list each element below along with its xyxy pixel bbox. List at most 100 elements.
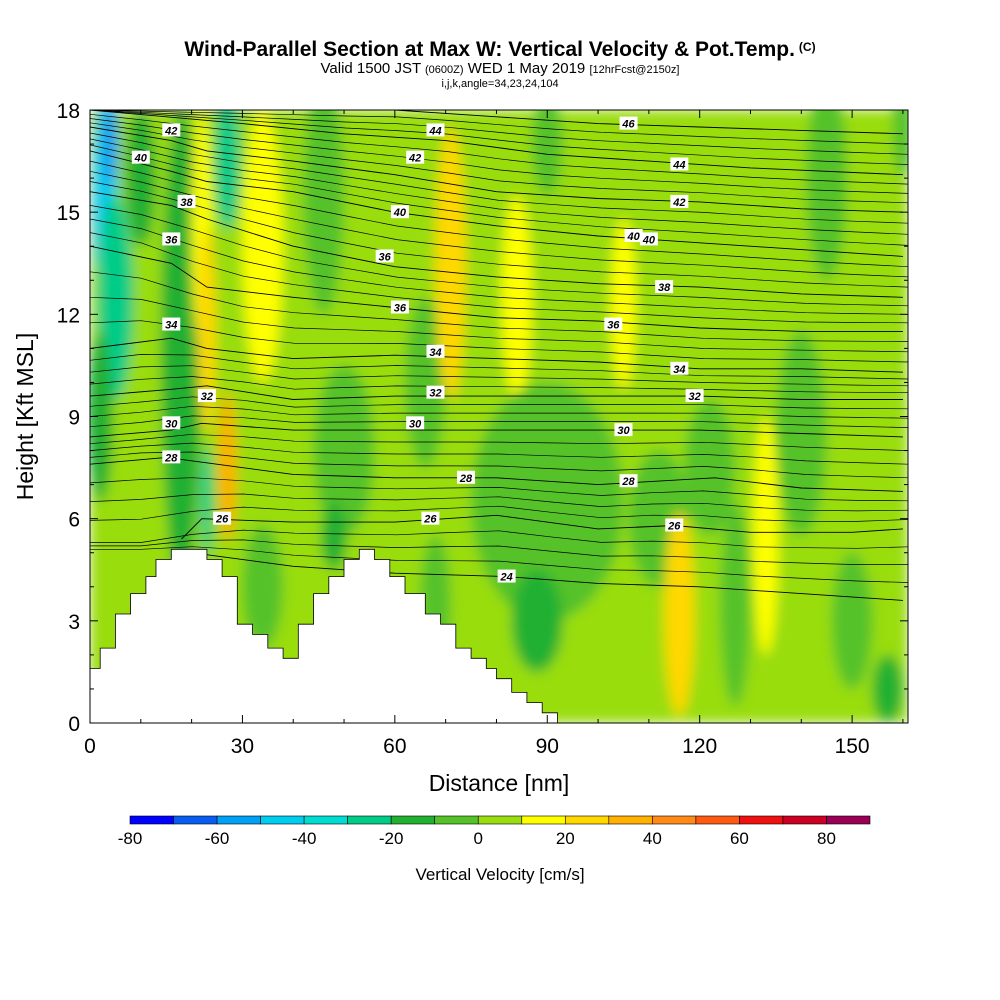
colorbar-swatch xyxy=(652,815,697,825)
velocity-cell xyxy=(197,229,217,434)
theta-isoline xyxy=(90,110,908,155)
contour-label-34: 34 xyxy=(670,361,689,376)
contour-label-32: 32 xyxy=(426,385,445,400)
contour-label-44-text: 44 xyxy=(672,159,685,171)
contour-label-26-text: 26 xyxy=(215,514,229,526)
y-axis-label: Height [Kft MSL] xyxy=(12,333,38,500)
contour-label-40: 40 xyxy=(390,205,409,219)
contour-label-40: 40 xyxy=(624,229,643,243)
theta-contour-44 xyxy=(90,110,903,176)
theta-isoline xyxy=(90,442,908,465)
velocity-cell xyxy=(664,511,695,717)
theta-isoline xyxy=(90,110,908,165)
theta-isoline xyxy=(90,365,908,387)
velocity-cell xyxy=(303,110,345,315)
velocity-cell xyxy=(313,365,375,536)
colorbar-swatch xyxy=(521,815,566,825)
theta-isoline xyxy=(90,354,908,380)
contour-label-34: 34 xyxy=(162,317,181,332)
velocity-cell xyxy=(90,331,113,502)
velocity-cell xyxy=(242,110,284,383)
theta-contour-42 xyxy=(90,126,903,213)
theta-contour-38 xyxy=(90,191,903,298)
theta-isoline xyxy=(90,376,908,394)
colorbar-swatch xyxy=(434,815,479,825)
contour-label-42-text: 42 xyxy=(408,153,421,165)
colorbar: -80 -60 -40 -20 0 20 40 60 80 Vertical Velocity [… xyxy=(118,815,871,884)
contour-label-26-text: 26 xyxy=(423,514,437,526)
colorbar-label: 0 xyxy=(474,829,483,848)
y-tick-label: 6 xyxy=(68,509,80,532)
theta-contour-24 xyxy=(191,552,903,601)
theta-isoline xyxy=(90,415,908,428)
velocity-cell xyxy=(892,110,908,179)
theta-isoline xyxy=(90,433,908,451)
contour-labels: 24 26 28 30 32 34 36 38 40 42 44 46 42 40 38 36 34 32 30 28… xyxy=(131,116,704,584)
velocity-cell xyxy=(806,110,848,281)
colorbar-label: 60 xyxy=(730,829,749,848)
contour-label-30-text: 30 xyxy=(617,425,630,437)
theta-contour-36 xyxy=(90,245,903,332)
theta-isoline xyxy=(90,218,908,315)
valid-date: WED 1 May 2019 xyxy=(467,60,586,77)
theta-isoline xyxy=(90,110,908,145)
theta-isoline xyxy=(90,493,908,512)
x-tick-label: 150 xyxy=(835,735,870,758)
theta-contour-40 xyxy=(90,150,903,257)
contour-label-32: 32 xyxy=(685,389,704,403)
x-tick-label: 90 xyxy=(536,735,559,758)
contour-label-38-text: 38 xyxy=(658,282,671,294)
contour-label-36: 36 xyxy=(604,317,623,332)
colorbar-swatch xyxy=(608,815,653,825)
y-tick-label: 15 xyxy=(57,202,80,225)
theta-isoline xyxy=(90,113,908,185)
theta-isoline xyxy=(90,505,908,522)
contour-label-34-text: 34 xyxy=(429,347,441,359)
theta-isoline xyxy=(90,144,908,246)
colorbar-swatch xyxy=(347,815,392,825)
contour-label-36-text: 36 xyxy=(607,320,620,332)
theta-isoline xyxy=(90,546,908,583)
contour-label-36: 36 xyxy=(162,232,181,246)
contour-label-40: 40 xyxy=(639,232,658,246)
contour-label-24-text: 24 xyxy=(499,572,512,584)
theta-contour-26 xyxy=(181,514,903,540)
contour-label-44-text: 44 xyxy=(428,125,441,137)
theta-isoline xyxy=(90,170,908,278)
theta-isoline xyxy=(90,232,908,324)
theta-isoline xyxy=(90,405,908,419)
theta-contour-46 xyxy=(394,110,903,135)
y-tick-label: 12 xyxy=(57,304,80,327)
velocity-cell xyxy=(214,110,240,230)
velocity-cell xyxy=(720,501,751,706)
y-tick-label: 18 xyxy=(57,100,80,123)
valid-time: Valid 1500 JST xyxy=(320,60,421,77)
theta-isoline xyxy=(90,160,908,268)
contour-label-32: 32 xyxy=(197,389,216,403)
contour-label-26: 26 xyxy=(213,511,232,526)
velocity-cell xyxy=(218,392,237,543)
contour-label-40-text: 40 xyxy=(642,234,656,246)
contour-label-30-text: 30 xyxy=(409,418,422,430)
contour-label-42: 42 xyxy=(406,150,425,165)
contour-label-32-text: 32 xyxy=(201,391,213,403)
contour-label-38: 38 xyxy=(177,194,196,209)
colorbar-swatch xyxy=(695,815,740,825)
velocity-cell xyxy=(321,501,347,570)
velocity-cell xyxy=(501,195,533,400)
velocity-cell xyxy=(435,127,466,400)
contour-label-46: 46 xyxy=(619,116,638,131)
contour-label-40-text: 40 xyxy=(627,231,641,243)
contour-label-26: 26 xyxy=(665,518,684,532)
chart-title: Wind-Parallel Section at Max W: Vertical… xyxy=(0,36,1000,61)
theta-contour-30 xyxy=(90,422,903,438)
contour-label-40-text: 40 xyxy=(393,207,407,219)
contour-label-38-text: 38 xyxy=(180,197,193,209)
contour-label-42: 42 xyxy=(162,123,181,137)
x-tick-label: 120 xyxy=(682,735,717,758)
colorbar-label: -20 xyxy=(379,829,404,848)
contour-label-36: 36 xyxy=(390,300,409,315)
contour-label-24: 24 xyxy=(497,569,516,584)
